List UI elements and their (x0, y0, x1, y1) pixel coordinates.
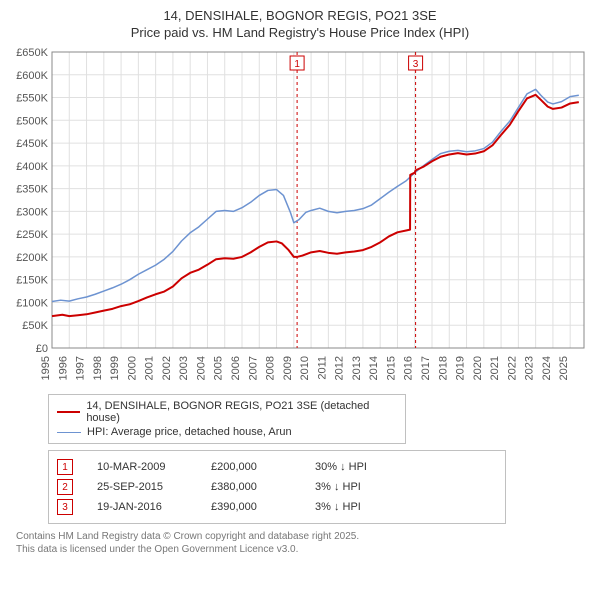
event-date: 25-SEP-2015 (97, 481, 187, 493)
event-row: 2 25-SEP-2015 £380,000 3% ↓ HPI (57, 477, 497, 497)
svg-text:1995: 1995 (40, 356, 52, 380)
svg-text:£450K: £450K (16, 138, 48, 150)
svg-text:£250K: £250K (16, 229, 48, 241)
event-price: £200,000 (211, 461, 291, 473)
event-price: £390,000 (211, 501, 291, 513)
svg-text:2002: 2002 (161, 356, 173, 380)
svg-text:2004: 2004 (195, 356, 207, 380)
svg-text:2001: 2001 (144, 356, 156, 380)
svg-text:£0: £0 (36, 343, 48, 355)
svg-text:£350K: £350K (16, 184, 48, 196)
svg-text:2012: 2012 (334, 356, 346, 380)
svg-text:2014: 2014 (368, 356, 380, 380)
svg-text:2020: 2020 (472, 356, 484, 380)
chart-container: £0 £50K £100K £150K £200K £250K £300K £350K £400… (8, 48, 592, 388)
event-delta: 3% ↓ HPI (315, 501, 361, 513)
svg-text:2025: 2025 (558, 356, 570, 380)
event-delta: 3% ↓ HPI (315, 481, 361, 493)
svg-text:2017: 2017 (420, 356, 432, 380)
svg-text:£200K: £200K (16, 252, 48, 264)
chart-title-line2: Price paid vs. HM Land Registry's House … (8, 25, 592, 40)
event-date: 10-MAR-2009 (97, 461, 187, 473)
svg-text:1997: 1997 (75, 356, 87, 380)
event-marker-number: 2 (57, 479, 73, 495)
event-marker-number: 3 (57, 499, 73, 515)
legend-item: HPI: Average price, detached house, Arun (57, 425, 397, 439)
svg-text:1: 1 (294, 59, 300, 70)
svg-text:3: 3 (413, 59, 419, 70)
chart-title-line1: 14, DENSIHALE, BOGNOR REGIS, PO21 3SE (8, 8, 592, 23)
svg-text:£400K: £400K (16, 161, 48, 173)
svg-text:£150K: £150K (16, 275, 48, 287)
svg-text:2007: 2007 (247, 356, 259, 380)
svg-text:2000: 2000 (126, 356, 138, 380)
event-price: £380,000 (211, 481, 291, 493)
svg-text:2019: 2019 (455, 356, 467, 380)
legend-swatch (57, 411, 80, 413)
svg-text:2018: 2018 (437, 356, 449, 380)
footer-attribution: Contains HM Land Registry data © Crown c… (16, 530, 588, 556)
event-delta: 30% ↓ HPI (315, 461, 367, 473)
svg-text:2023: 2023 (524, 356, 536, 380)
svg-text:2006: 2006 (230, 356, 242, 380)
legend-item: 14, DENSIHALE, BOGNOR REGIS, PO21 3SE (d… (57, 399, 397, 425)
event-date: 19-JAN-2016 (97, 501, 187, 513)
legend-label: 14, DENSIHALE, BOGNOR REGIS, PO21 3SE (d… (86, 400, 397, 424)
svg-text:2005: 2005 (213, 356, 225, 380)
legend-swatch (57, 432, 81, 433)
svg-text:£650K: £650K (16, 48, 48, 59)
svg-text:£300K: £300K (16, 206, 48, 218)
svg-text:2003: 2003 (178, 356, 190, 380)
price-chart: £0 £50K £100K £150K £200K £250K £300K £350K £400… (8, 48, 588, 388)
footer-line1: Contains HM Land Registry data © Crown c… (16, 530, 588, 543)
svg-text:2022: 2022 (506, 356, 518, 380)
svg-text:2010: 2010 (299, 356, 311, 380)
legend-label: HPI: Average price, detached house, Arun (87, 426, 292, 438)
event-row: 1 10-MAR-2009 £200,000 30% ↓ HPI (57, 457, 497, 477)
footer-line2: This data is licensed under the Open Gov… (16, 543, 588, 556)
svg-text:2015: 2015 (385, 356, 397, 380)
svg-text:£500K: £500K (16, 115, 48, 127)
legend: 14, DENSIHALE, BOGNOR REGIS, PO21 3SE (d… (48, 394, 406, 444)
svg-text:£50K: £50K (22, 320, 48, 332)
event-row: 3 19-JAN-2016 £390,000 3% ↓ HPI (57, 497, 497, 517)
svg-text:2013: 2013 (351, 356, 363, 380)
svg-text:£600K: £600K (16, 70, 48, 82)
event-marker-number: 1 (57, 459, 73, 475)
svg-text:2024: 2024 (541, 356, 553, 380)
svg-text:2011: 2011 (316, 356, 328, 380)
svg-text:1996: 1996 (57, 356, 69, 380)
svg-text:£100K: £100K (16, 297, 48, 309)
svg-text:£550K: £550K (16, 93, 48, 105)
svg-text:2021: 2021 (489, 356, 501, 380)
svg-text:1999: 1999 (109, 356, 121, 380)
svg-text:2009: 2009 (282, 356, 294, 380)
svg-text:2008: 2008 (265, 356, 277, 380)
svg-text:2016: 2016 (403, 356, 415, 380)
events-table: 1 10-MAR-2009 £200,000 30% ↓ HPI 2 25-SEP-201… (48, 450, 506, 524)
svg-text:1998: 1998 (92, 356, 104, 380)
